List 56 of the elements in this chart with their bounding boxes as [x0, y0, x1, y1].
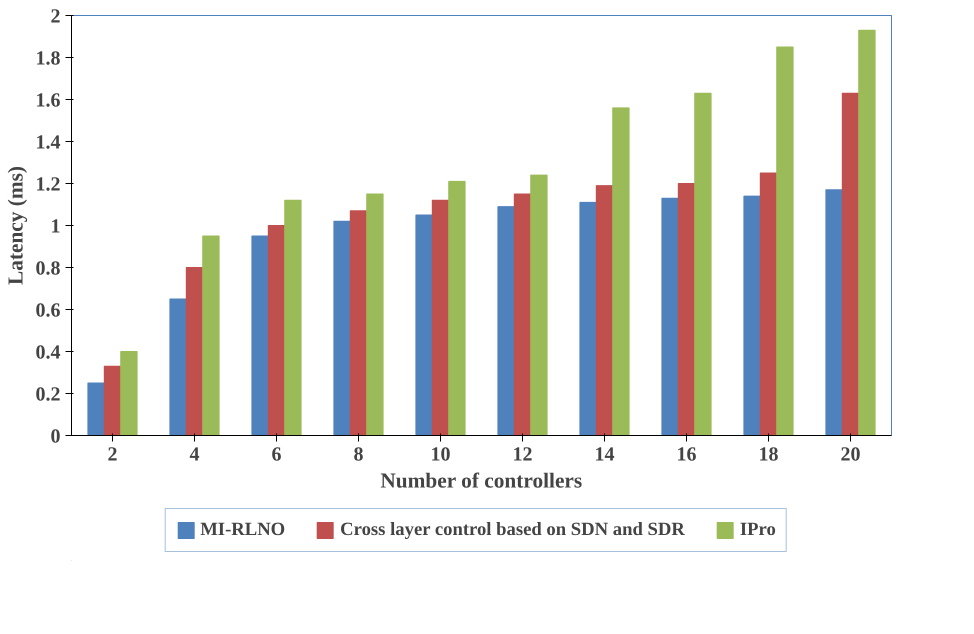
x-tick-label: 4 — [190, 444, 200, 466]
bar — [530, 174, 548, 436]
bar — [514, 194, 532, 436]
bar — [432, 200, 450, 436]
bar — [120, 351, 138, 436]
x-tick-label: 14 — [594, 444, 614, 466]
bar — [612, 107, 630, 436]
bar — [579, 202, 597, 436]
y-tick-label: 0.8 — [36, 258, 60, 280]
bar — [760, 172, 778, 436]
bar — [186, 267, 204, 436]
y-tick-label: 0.2 — [36, 384, 60, 406]
y-tick-label: 0.4 — [36, 342, 60, 364]
legend-label: Cross layer control based on SDN and SDR — [340, 519, 685, 541]
x-tick-label: 10 — [430, 444, 450, 466]
y-tick-label: 1.6 — [36, 90, 60, 112]
y-tick-label: 0 — [50, 426, 60, 448]
bar — [251, 236, 269, 436]
y-tick-label: 0.6 — [36, 300, 60, 322]
bar — [104, 366, 122, 436]
bar — [694, 92, 712, 436]
x-tick-label: 2 — [108, 444, 118, 466]
y-tick-label: 1.8 — [36, 48, 60, 70]
y-tick-label: 1.4 — [36, 132, 60, 154]
bar — [497, 206, 515, 436]
x-axis-title: Number of controllers — [380, 468, 582, 492]
x-tick-label: 12 — [512, 444, 532, 466]
x-tick-label: 6 — [272, 444, 282, 466]
y-tick-label: 1.2 — [36, 174, 60, 196]
x-tick-label: 8 — [354, 444, 364, 466]
bar — [448, 180, 466, 436]
bar — [743, 196, 761, 436]
x-tick-label: 16 — [676, 444, 696, 466]
bar — [858, 30, 876, 436]
x-tick-label: 20 — [840, 444, 860, 466]
bar — [87, 382, 105, 436]
legend-label: IPro — [740, 519, 776, 541]
bar — [366, 194, 384, 436]
bar — [268, 225, 286, 436]
bar — [284, 200, 302, 436]
bar — [350, 210, 368, 436]
x-tick-label: 18 — [758, 444, 778, 466]
bar — [333, 220, 351, 436]
bar — [596, 185, 614, 436]
bar — [776, 46, 794, 436]
y-tick-label: 2 — [50, 6, 60, 28]
y-tick-label: 1 — [50, 216, 60, 238]
y-axis-title: Latency (ms) — [4, 166, 28, 286]
bar — [842, 92, 860, 436]
bar — [415, 214, 433, 436]
bar — [169, 298, 187, 436]
legend-label: MI-RLNO — [200, 519, 286, 541]
bar — [825, 189, 843, 436]
bar — [661, 198, 679, 436]
bar — [202, 236, 220, 436]
bar — [678, 183, 696, 436]
